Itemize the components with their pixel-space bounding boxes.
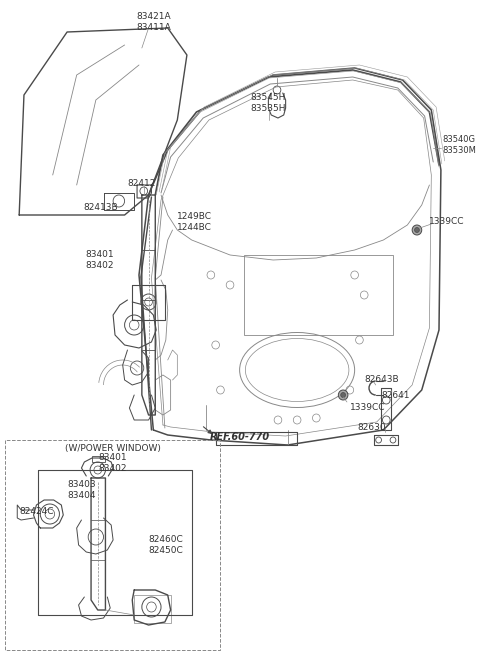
Text: REF.60-770: REF.60-770 (210, 432, 270, 442)
Text: 83401
83402: 83401 83402 (99, 453, 127, 472)
Circle shape (341, 392, 346, 397)
Text: 83540G
83530M: 83540G 83530M (443, 135, 477, 154)
Text: 1249BC
1244BC: 1249BC 1244BC (177, 212, 212, 232)
Text: (W/POWER WINDOW): (W/POWER WINDOW) (65, 443, 161, 453)
Text: 83403
83404: 83403 83404 (67, 480, 96, 500)
Text: 1339CC: 1339CC (350, 403, 385, 413)
Text: 82412: 82412 (128, 179, 156, 187)
Bar (92, 456, 106, 462)
Circle shape (415, 227, 420, 233)
Circle shape (412, 225, 422, 235)
Text: 82641: 82641 (382, 390, 410, 399)
Text: 82643B: 82643B (364, 376, 399, 384)
Text: 82460C
82450C: 82460C 82450C (149, 535, 183, 555)
Bar (244, 255, 393, 335)
Text: 82630: 82630 (358, 424, 386, 432)
Text: 83545H
83535H: 83545H 83535H (251, 93, 286, 113)
Text: 83421A
83411A: 83421A 83411A (136, 12, 171, 32)
Text: 82413B: 82413B (84, 202, 118, 212)
Bar (134, 595, 170, 623)
Text: 83401
83402: 83401 83402 (85, 250, 114, 270)
Text: 1339CC: 1339CC (430, 217, 465, 227)
Circle shape (338, 390, 348, 400)
Text: 82424C: 82424C (19, 507, 54, 516)
